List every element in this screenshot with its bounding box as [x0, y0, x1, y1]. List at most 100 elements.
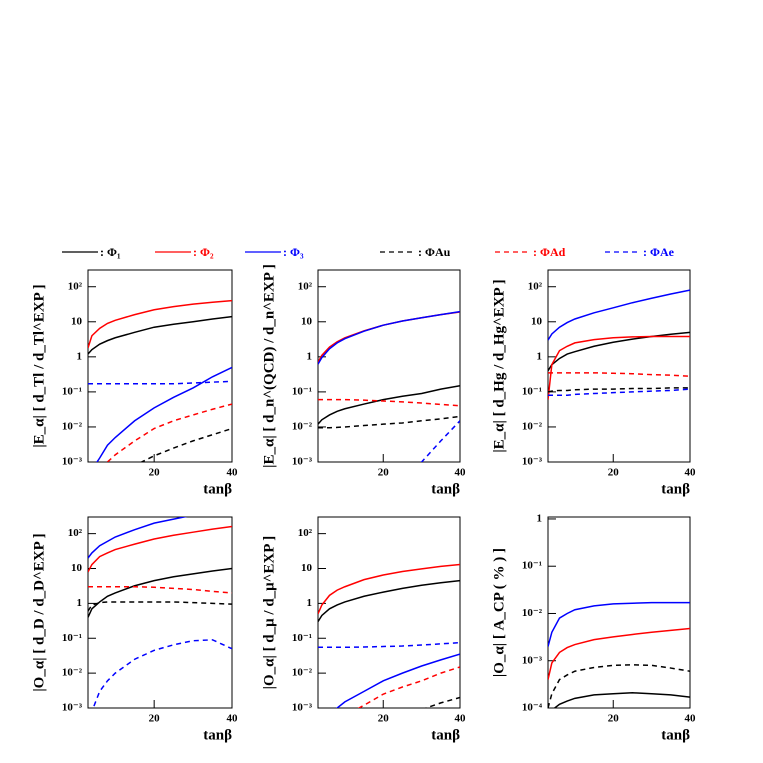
panel: 10² 10 1 10⁻¹ 10⁻² 10⁻³ 20 40 tanβ |E_α| [ d_Hg /…	[491, 269, 697, 497]
series-line	[318, 311, 460, 363]
plot-frame	[87, 269, 233, 463]
series-line	[88, 525, 232, 573]
series-line	[548, 601, 690, 647]
lines	[88, 517, 232, 708]
x-tick-label: 40	[685, 713, 697, 725]
series-line	[548, 387, 690, 393]
y-tick-label: 10⁻²	[522, 420, 543, 432]
y-tick-label: 1	[77, 350, 83, 362]
legend-label: : ΦAd	[533, 245, 566, 259]
y-tick-label: 10⁻²	[522, 607, 543, 619]
y-axis-label: |E_α| [ d_n^(QCD) / d_n^EXP ]	[261, 264, 277, 468]
y-tick-label: 1	[307, 350, 313, 362]
x-tick-label: 20	[149, 467, 161, 479]
x-tick-label: 20	[149, 713, 161, 725]
series-line	[318, 310, 460, 365]
lines	[318, 563, 460, 708]
y-tick-label: 10⁻¹	[522, 385, 542, 397]
x-axis-label: tanβ	[203, 727, 232, 743]
series-line	[88, 567, 232, 618]
y-tick-label: 10²	[68, 280, 83, 292]
x-axis-label: tanβ	[431, 727, 460, 743]
y-tick-label: 10⁻¹	[522, 560, 542, 572]
series-line	[96, 366, 232, 462]
y-tick-label: 1	[307, 597, 313, 609]
panel: 10² 10 1 10⁻¹ 10⁻² 10⁻³ 20 40 tanβ |O_α| [ d_μ / …	[261, 516, 467, 743]
series-line	[548, 627, 690, 680]
x-axis-label: tanβ	[661, 727, 690, 743]
y-tick-label: 10⁻³	[522, 654, 543, 666]
legend-label: : ΦAu	[418, 245, 451, 259]
y-tick-label: 10	[301, 562, 313, 574]
x-tick-label: 20	[378, 713, 390, 725]
y-tick-label: 10⁻²	[62, 667, 83, 679]
series-line	[88, 601, 232, 612]
series-line	[88, 517, 188, 559]
y-tick-label: 10⁻¹	[62, 632, 82, 644]
series-line	[88, 380, 232, 385]
series-line	[318, 415, 460, 429]
y-axis-label: |E_α| [ d_Hg / d_Hg^EXP ]	[491, 279, 507, 452]
series-line	[88, 315, 232, 355]
x-tick-label: 40	[685, 467, 697, 479]
y-tick-label: 10⁻²	[292, 420, 313, 432]
series-line	[92, 639, 232, 708]
y-tick-label: 10⁻¹	[292, 385, 312, 397]
y-tick-label: 10⁻³	[292, 456, 313, 468]
x-tick-label: 40	[227, 467, 239, 479]
series-line	[548, 289, 690, 341]
series-line	[318, 398, 460, 407]
plot-frame	[547, 269, 691, 463]
series-line	[548, 335, 690, 400]
panel: 10² 10 1 10⁻¹ 10⁻² 10⁻³ 20 40 tanβ |E_α| [ d_Tl /…	[31, 269, 239, 497]
legend-label: : Φ₁	[100, 245, 121, 259]
y-tick-label: 1	[77, 597, 83, 609]
y-tick-label: 10⁻¹	[292, 632, 312, 644]
y-axis-label: |E_α| [ d_Tl / d_Tl^EXP ]	[31, 284, 47, 447]
plot-frame	[317, 516, 461, 709]
y-axis-label: |O_α| [ d_D / d_D^EXP ]	[31, 533, 47, 691]
x-tick-label: 20	[608, 713, 620, 725]
x-tick-label: 40	[455, 713, 467, 725]
x-tick-label: 20	[608, 467, 620, 479]
legend-label: : ΦAe	[643, 245, 675, 259]
series-line	[420, 420, 460, 462]
series-line	[139, 427, 232, 462]
y-tick-label: 1	[537, 512, 543, 524]
series-line	[318, 641, 460, 649]
lines	[318, 310, 460, 462]
lines	[88, 299, 232, 462]
series-line	[88, 585, 232, 594]
series-line	[318, 579, 460, 623]
y-tick-label: 10²	[298, 280, 313, 292]
x-tick-label: 40	[227, 713, 239, 725]
y-tick-label: 10⁻²	[62, 420, 83, 432]
panel: 10² 10 1 10⁻¹ 10⁻² 10⁻³ 20 40 tanβ |E_α| [ d_n^(Q…	[261, 264, 467, 497]
y-axis-label: |O_α| [ A_CP ( % ) ]	[491, 548, 507, 677]
y-tick-label: 10⁻³	[62, 702, 83, 714]
y-tick-label: 10⁻³	[522, 456, 543, 468]
lines	[548, 601, 690, 708]
series-line	[318, 384, 460, 425]
y-tick-label: 10	[531, 315, 543, 327]
series-line	[553, 692, 690, 708]
series-line	[335, 653, 460, 708]
series-line	[357, 666, 460, 708]
panel: 10² 10 1 10⁻¹ 10⁻² 10⁻³ 20 40 tanβ |O_α| [ d_D / …	[31, 516, 239, 743]
y-tick-label: 10²	[528, 280, 543, 292]
plot-frame	[87, 516, 233, 709]
y-tick-label: 10²	[298, 527, 313, 539]
x-axis-label: tanβ	[431, 481, 460, 497]
y-tick-label: 10⁻²	[292, 667, 313, 679]
y-tick-label: 10⁻³	[292, 702, 313, 714]
x-axis-label: tanβ	[661, 481, 690, 497]
y-tick-label: 10⁻¹	[62, 385, 82, 397]
y-axis-label: |O_α| [ d_μ / d_μ^EXP ]	[261, 536, 277, 690]
x-tick-label: 20	[378, 467, 390, 479]
series-line	[548, 388, 690, 397]
series-line	[548, 372, 690, 377]
x-tick-label: 40	[455, 467, 467, 479]
y-tick-label: 10²	[68, 527, 83, 539]
y-tick-label: 10	[301, 315, 313, 327]
